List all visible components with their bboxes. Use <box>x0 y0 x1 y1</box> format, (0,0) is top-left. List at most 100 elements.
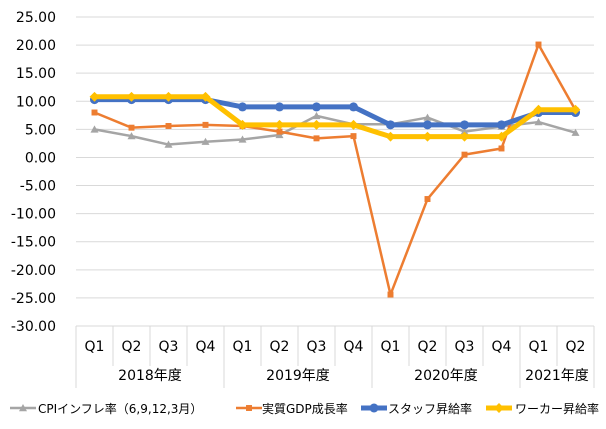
series-line <box>94 43 577 296</box>
legend-label: スタッフ昇給率 <box>388 401 472 416</box>
series-4 <box>89 91 581 142</box>
data-point <box>386 120 395 130</box>
data-point <box>19 404 27 412</box>
y-tick-label: 20.00 <box>16 38 56 54</box>
x-tick-label: Q3 <box>455 339 475 355</box>
data-point <box>385 131 396 142</box>
data-point <box>200 91 211 102</box>
data-point <box>276 128 283 135</box>
x-group-label: 2021年度 <box>525 368 589 384</box>
x-tick-label: Q2 <box>270 339 290 355</box>
x-tick-label: Q2 <box>566 339 586 355</box>
data-point <box>91 109 98 116</box>
data-point <box>497 120 506 130</box>
data-point <box>570 104 581 115</box>
data-point <box>461 151 468 158</box>
x-tick-label: Q4 <box>344 339 364 355</box>
legend-item: ワーカー昇給率 <box>486 401 599 416</box>
data-point <box>238 102 247 112</box>
data-point <box>423 113 432 121</box>
series-lines <box>89 41 581 298</box>
series-line <box>94 114 576 146</box>
x-tick-label: Q2 <box>418 339 438 355</box>
data-point <box>246 405 252 411</box>
x-tick-label: Q1 <box>529 339 549 355</box>
x-tick-label: Q4 <box>196 339 216 355</box>
data-point <box>165 123 172 129</box>
legend-label: CPIインフレ率（6,9,12,3月） <box>38 401 202 416</box>
y-tick-label: -25.00 <box>11 291 56 307</box>
series-line <box>94 94 576 140</box>
y-axis: 25.00 20.00 15.00 10.00 5.00 0.00 -5.00 -10.00 -… <box>11 10 56 335</box>
data-point <box>571 128 580 136</box>
data-point <box>459 131 470 142</box>
data-point <box>164 140 173 148</box>
legend-label: ワーカー昇給率 <box>515 401 599 416</box>
data-point <box>128 124 135 131</box>
y-tick-label: 15.00 <box>16 66 56 82</box>
x-tick-label: Q3 <box>307 339 327 355</box>
x-tick-label: Q2 <box>122 339 142 355</box>
y-tick-label: -5.00 <box>20 179 56 195</box>
x-tick-label: Q1 <box>85 339 105 355</box>
y-tick-label: -20.00 <box>11 263 56 279</box>
y-tick-label: 0.00 <box>25 150 56 166</box>
data-point <box>313 135 320 142</box>
x-tick-label: Q4 <box>492 339 512 355</box>
data-point <box>312 111 321 120</box>
legend-item: CPIインフレ率（6,9,12,3月） <box>10 401 202 416</box>
data-point <box>126 91 137 102</box>
data-point <box>350 133 357 140</box>
y-tick-label: 25.00 <box>16 10 56 26</box>
x-tick-label: Q3 <box>159 339 179 355</box>
data-point <box>348 119 359 130</box>
y-tick-label: -30.00 <box>11 319 56 335</box>
data-point <box>494 403 504 413</box>
legend: CPIインフレ率（6,9,12,3月） 実質GDP成長率 スタッフ昇給率 ワーカー昇給… <box>10 401 599 416</box>
data-point <box>275 102 284 112</box>
x-tick-label: Q1 <box>381 339 401 355</box>
data-point <box>127 132 136 140</box>
y-tick-label: -10.00 <box>11 207 56 223</box>
data-point <box>460 120 469 130</box>
data-point <box>424 196 431 203</box>
data-point <box>369 403 379 413</box>
x-group-label: 2020年度 <box>414 368 478 384</box>
data-point <box>163 91 174 102</box>
y-tick-label: 5.00 <box>25 122 56 138</box>
data-point <box>535 41 542 48</box>
data-point <box>534 118 543 126</box>
data-point <box>202 121 209 128</box>
data-point <box>498 145 505 152</box>
data-point <box>496 131 507 142</box>
data-point <box>312 102 321 112</box>
series-line <box>94 97 576 128</box>
data-point <box>387 291 394 298</box>
data-point <box>349 102 358 112</box>
data-point <box>311 119 322 130</box>
legend-label: 実質GDP成長率 <box>262 401 348 416</box>
legend-item: スタッフ昇給率 <box>361 401 472 416</box>
data-point <box>89 91 100 102</box>
gridlines <box>76 16 594 327</box>
x-group-label: 2019年度 <box>266 368 330 384</box>
x-axis: Q1 Q2 Q3 Q4 Q1 Q2 Q3 Q4 Q1 Q2 Q3 Q4 Q1 Q2 2018年度 2019年度… <box>75 326 595 388</box>
data-point <box>422 131 433 142</box>
series-1 <box>90 111 580 148</box>
x-group-label: 2018年度 <box>118 368 182 384</box>
legend-item: 実質GDP成長率 <box>236 401 348 416</box>
data-point <box>201 137 210 145</box>
data-point <box>460 127 469 135</box>
data-point <box>423 120 432 130</box>
data-point <box>533 104 544 115</box>
data-point <box>237 119 248 130</box>
x-tick-label: Q1 <box>233 339 253 355</box>
y-tick-label: -15.00 <box>11 235 56 251</box>
data-point <box>274 119 285 130</box>
y-tick-label: 10.00 <box>16 94 56 110</box>
data-point <box>238 135 247 143</box>
data-point <box>90 125 99 133</box>
